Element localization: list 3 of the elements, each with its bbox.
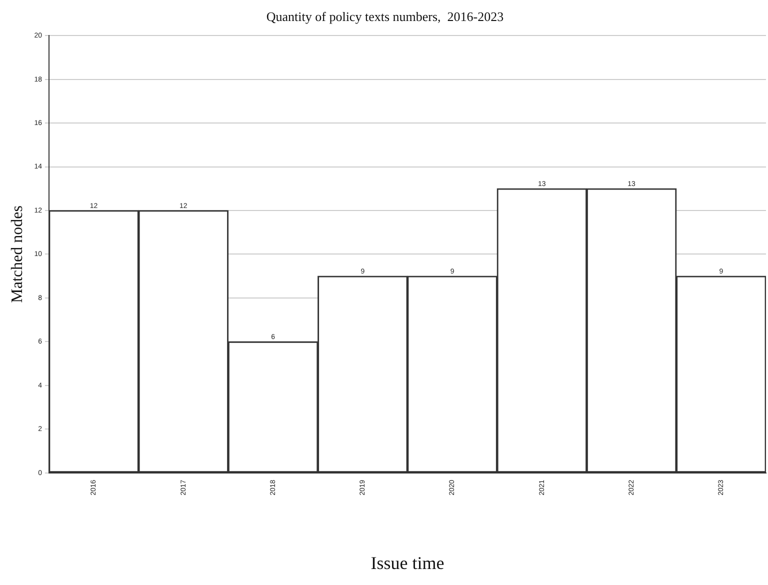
- y-axis-title: Matched nodes: [8, 206, 26, 303]
- chart-title: Quantity of policy texts numbers, 2016-2023: [266, 9, 504, 24]
- x-axis-title: Issue time: [370, 552, 444, 573]
